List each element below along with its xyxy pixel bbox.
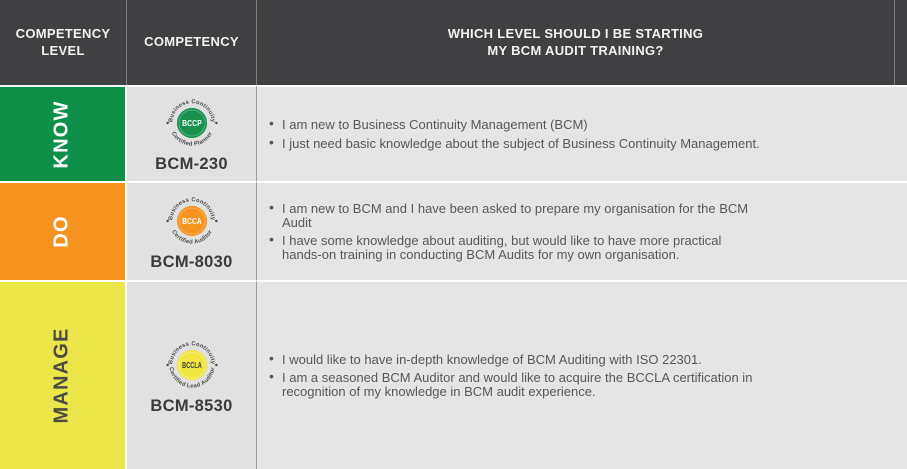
badge-abbr-text: BCCLA	[182, 360, 202, 370]
header-competency-label: COMPETENCY	[144, 34, 239, 50]
guidance-item: I just need basic knowledge about the su…	[268, 136, 811, 151]
know-level-label: KNOW	[51, 99, 73, 169]
badge-right-dot	[214, 219, 218, 222]
badge-circle	[176, 349, 207, 380]
do-level-label: DO	[51, 215, 73, 248]
badge-circle	[176, 205, 207, 236]
header-competency: COMPETENCY	[127, 0, 257, 85]
course-code: BCM-8030	[150, 252, 233, 271]
badge-right-dot	[214, 121, 218, 125]
guidance-list: I am new to Business Continuity Manageme…	[268, 113, 811, 155]
badge-left-dot	[165, 121, 169, 125]
bccp-competency-cell: Business Continuity Certified Planner BC…	[127, 85, 257, 181]
do-guidance-cell: I am new to BCM and I have been asked to…	[257, 181, 907, 280]
badge-inner-ring	[178, 207, 205, 234]
know-level-cell: KNOW	[0, 85, 127, 181]
bcca-badge-icon: Business Continuity Certified Auditor BC…	[165, 197, 218, 245]
header-question-line1: WHICH LEVEL SHOULD I BE STARTING	[447, 25, 704, 41]
bccla-competency-cell: Business Continuity Certified Lead Audit…	[127, 280, 257, 469]
guidance-item: I have some knowledge about auditing, bu…	[268, 233, 811, 261]
header-competency-level-label: COMPETENCY LEVEL	[15, 25, 111, 58]
badge-inner-ring	[178, 109, 205, 137]
guidance-item: I am new to Business Continuity Manageme…	[268, 117, 811, 132]
header-spacer	[895, 0, 907, 85]
badge-left-dot	[165, 363, 169, 366]
course-code: BCM-230	[155, 155, 228, 173]
do-level-cell: DO	[0, 181, 127, 280]
course-code: BCM-8530	[150, 396, 233, 415]
header-competency-level: COMPETENCY LEVEL	[0, 0, 127, 85]
bccp-badge-icon: Business Continuity Certified Planner BC…	[165, 99, 218, 148]
manage-level-label: MANAGE	[51, 327, 73, 424]
guidance-item: I would like to have in-depth knowledge …	[268, 352, 811, 367]
guidance-list: I am new to BCM and I have been asked to…	[268, 197, 811, 266]
badge-abbr-text: BCCP	[182, 118, 202, 128]
header-question: WHICH LEVEL SHOULD I BE STARTING MY BCM …	[257, 0, 895, 85]
know-guidance-cell: I am new to Business Continuity Manageme…	[257, 85, 907, 181]
guidance-item: I am new to BCM and I have been asked to…	[268, 201, 811, 229]
guidance-item: I am a seasoned BCM Auditor and would li…	[268, 370, 811, 398]
guidance-list: I would like to have in-depth knowledge …	[268, 348, 811, 404]
badge-inner-ring	[178, 351, 205, 378]
bcca-competency-cell: Business Continuity Certified Auditor BC…	[127, 181, 257, 280]
badge-abbr-text: BCCA	[182, 216, 202, 226]
header-question-line2: MY BCM AUDIT TRAINING?	[487, 42, 664, 58]
badge-circle	[176, 107, 207, 139]
badge-right-dot	[214, 363, 218, 366]
manage-level-cell: MANAGE	[0, 280, 127, 469]
manage-guidance-cell: I would like to have in-depth knowledge …	[257, 280, 907, 469]
badge-left-dot	[165, 219, 169, 222]
bccla-badge-icon: Business Continuity Certified Lead Audit…	[165, 341, 218, 389]
